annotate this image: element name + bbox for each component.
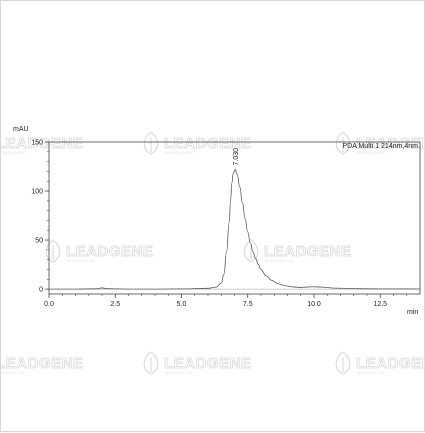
x-tick-label: 10.0 xyxy=(307,301,321,308)
x-tick-label: 2.5 xyxy=(110,301,120,308)
watermark-brand: LEADGENE xyxy=(66,243,153,260)
leaf-logo-icon xyxy=(243,239,259,263)
watermark-brand: LEADGENE xyxy=(356,135,425,152)
x-tick-label: 5.0 xyxy=(177,301,187,308)
watermark-subtitle: BIOMEDICAL INC xyxy=(1,151,26,155)
leaf-logo-icon xyxy=(335,351,351,375)
y-axis-label: mAU xyxy=(13,126,29,133)
watermark-brand: LEADGENE xyxy=(356,355,425,372)
y-tick-label: 150 xyxy=(31,140,43,147)
peak-label: 7.030 xyxy=(233,148,240,166)
legend-text: PDA Multi 1 214nm,4nm xyxy=(343,143,419,150)
watermark-subtitle: BIOMEDICAL INC xyxy=(67,259,96,263)
watermark-subtitle: BIOMEDICAL INC xyxy=(357,151,386,155)
watermark-subtitle: BIOMEDICAL INC xyxy=(265,259,294,263)
leaf-logo-icon xyxy=(45,239,61,263)
y-tick-label: 0 xyxy=(39,287,43,294)
watermark-subtitle: BIOMEDICAL INC xyxy=(165,151,194,155)
watermark-brand: LEADGENE xyxy=(1,355,83,372)
watermark-brand: LEADGENE xyxy=(1,135,83,152)
watermark-brand: LEADGENE xyxy=(164,135,251,152)
x-tick-label: 7.5 xyxy=(243,301,253,308)
watermark-brand: LEADGENE xyxy=(264,243,351,260)
leaf-logo-icon xyxy=(335,131,351,155)
watermark-subtitle: BIOMEDICAL INC xyxy=(165,371,194,375)
chromatogram-trace xyxy=(48,169,421,290)
watermark-subtitle: BIOMEDICAL INC xyxy=(357,371,386,375)
x-tick-label: 12.5 xyxy=(373,301,387,308)
x-tick-label: 0.0 xyxy=(44,301,54,308)
x-axis-label: min xyxy=(407,309,418,316)
y-tick-label: 100 xyxy=(31,189,43,196)
leaf-logo-icon xyxy=(143,351,159,375)
leaf-logo-icon xyxy=(143,131,159,155)
watermark-brand: LEADGENE xyxy=(164,355,251,372)
y-tick-label: 50 xyxy=(35,238,43,245)
watermark-subtitle: BIOMEDICAL INC xyxy=(1,371,26,375)
axis-ticks: 0.0 2.5 5.0 7.5 10.0 12.5 0 50 100 150 xyxy=(31,140,420,308)
